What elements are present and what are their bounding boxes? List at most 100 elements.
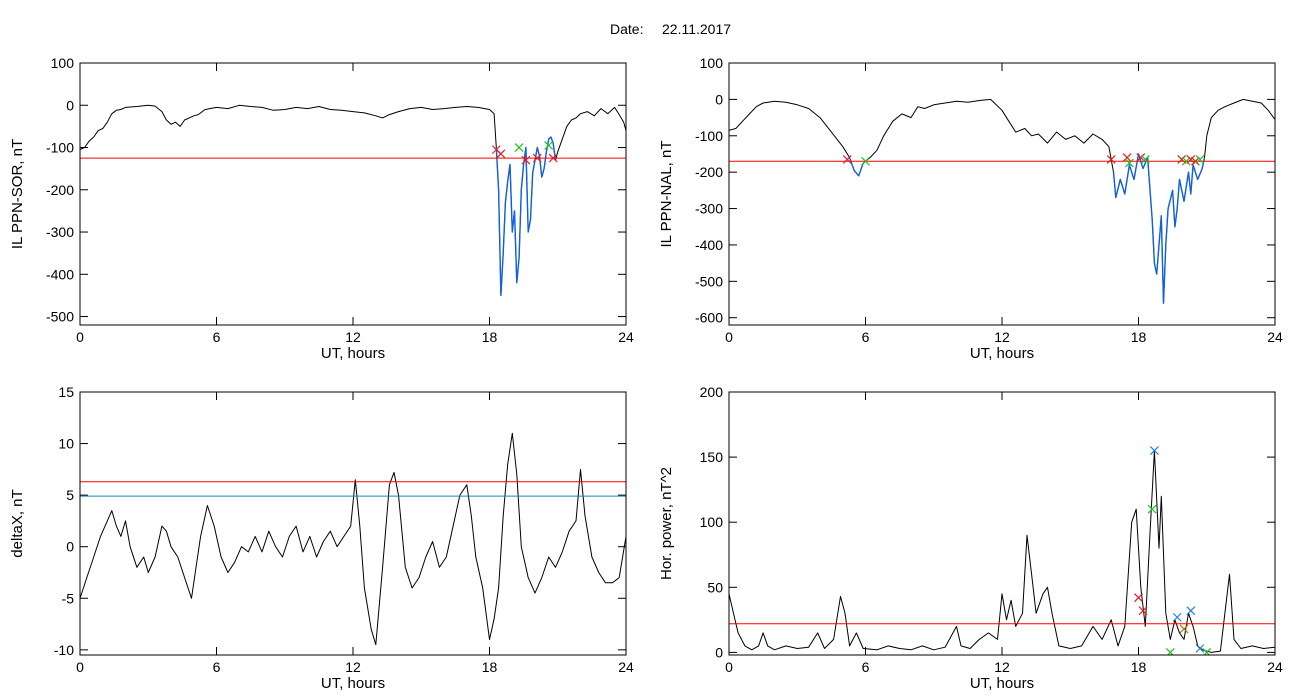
plot-area — [729, 446, 1275, 655]
event-marker — [1138, 606, 1148, 616]
plot-area — [80, 104, 626, 297]
x-tick-label: 12 — [994, 329, 1010, 345]
y-tick-label: -100 — [695, 128, 723, 144]
x-tick-label: 24 — [1267, 659, 1283, 675]
y-axis-label: deltaX, nT — [9, 489, 26, 557]
event-marker — [1172, 612, 1182, 622]
panel-power: 0 6 12 18 24 0 50 100 150 200 UT, hours Hor. power,… — [658, 384, 1283, 692]
x-axis-label: UT, hours — [970, 675, 1034, 692]
event-marker — [496, 149, 506, 159]
marker-stroke — [521, 155, 531, 165]
event-marker — [1186, 155, 1196, 164]
x-axis-label: UT, hours — [970, 345, 1034, 362]
event-marker — [1136, 153, 1146, 163]
y-tick-label: -600 — [695, 310, 723, 326]
marker-stroke — [1195, 644, 1205, 653]
event-marker — [861, 156, 870, 166]
marker-stroke — [1190, 156, 1200, 166]
chart-panels: 0 6 12 18 24 -500 -400 -300 -200 -100 0 100 UT, hour… — [9, 55, 1283, 692]
x-tick-label: 18 — [482, 659, 498, 675]
event-marker — [544, 140, 554, 150]
marker-stroke — [1106, 155, 1116, 164]
y-tick-label: 100 — [51, 55, 75, 71]
marker-stroke — [1203, 647, 1212, 655]
event-marker — [1165, 647, 1175, 655]
x-tick-label: 0 — [76, 329, 84, 345]
y-tick-label: 5 — [66, 487, 74, 503]
y-tick-label: 0 — [66, 97, 74, 113]
y-tick-label: 150 — [700, 449, 724, 465]
event-marker — [1177, 155, 1187, 164]
panel-deltax: 0 6 12 18 24 -10 -5 0 5 10 15 UT, hours deltaX, nT — [9, 384, 634, 692]
x-axis-label: UT, hours — [321, 675, 385, 692]
panel-sor: 0 6 12 18 24 -500 -400 -300 -200 -100 0 100 UT, hour… — [9, 55, 634, 362]
x-tick-label: 12 — [345, 659, 361, 675]
y-tick-label: -500 — [46, 309, 74, 325]
x-tick-label: 6 — [213, 659, 221, 675]
y-tick-label: -300 — [46, 224, 74, 240]
x-tick-label: 18 — [1131, 329, 1147, 345]
y-tick-label: -400 — [695, 237, 723, 253]
event-marker — [1147, 504, 1157, 514]
plot-area — [729, 98, 1275, 304]
marker-stroke — [532, 153, 542, 163]
event-marker — [1190, 156, 1200, 166]
y-tick-label: -200 — [46, 182, 74, 198]
event-marker — [1179, 624, 1189, 634]
marker-stroke — [1140, 155, 1150, 164]
x-tick-label: 0 — [725, 329, 733, 345]
marker-stroke — [1172, 612, 1182, 622]
series-line-event_blue — [848, 157, 864, 177]
y-tick-label: -200 — [695, 164, 723, 180]
x-tick-label: 12 — [994, 659, 1010, 675]
y-tick-label: 0 — [715, 644, 723, 660]
series-line-event_blue — [1112, 153, 1206, 304]
marker-stroke — [491, 145, 501, 155]
x-tick-label: 0 — [725, 659, 733, 675]
x-tick-label: 18 — [1131, 659, 1147, 675]
event-marker — [1134, 593, 1143, 603]
y-axis-label: IL PPN-SOR, nT — [9, 139, 26, 249]
plot-frame — [79, 391, 627, 656]
y-tick-label: 0 — [715, 91, 723, 107]
marker-stroke — [514, 143, 524, 152]
y-axis-label: Hor. power, nT^2 — [658, 467, 675, 580]
marker-stroke — [1179, 624, 1189, 634]
panel-nal: 0 6 12 18 24 -600 -500 -400 -300 -200 -100 0 100 UT, … — [658, 55, 1283, 362]
marker-stroke — [842, 155, 852, 164]
y-tick-label: -400 — [46, 266, 74, 282]
marker-stroke — [1122, 153, 1132, 163]
x-tick-label: 24 — [618, 659, 634, 675]
x-tick-label: 18 — [482, 329, 498, 345]
marker-stroke — [496, 149, 506, 159]
x-tick-label: 24 — [618, 329, 634, 345]
series-line-trace — [80, 104, 626, 296]
y-axis-label: IL PPN-NAL, nT — [658, 141, 675, 248]
y-tick-label: -100 — [46, 140, 74, 156]
event-marker — [1186, 606, 1196, 616]
series-line-trace — [729, 450, 1275, 653]
event-marker — [842, 155, 852, 164]
marker-stroke — [1124, 158, 1134, 168]
marker-stroke — [1136, 153, 1146, 163]
marker-stroke — [1186, 606, 1196, 616]
series-line-trace — [729, 98, 1275, 304]
event-marker — [1106, 155, 1116, 164]
plot-area — [80, 432, 626, 646]
plot-frame — [728, 62, 1276, 326]
x-tick-label: 24 — [1267, 329, 1283, 345]
date-label: Date: — [610, 21, 643, 37]
y-tick-label: 200 — [700, 384, 724, 400]
plot-frame — [79, 62, 627, 326]
marker-stroke — [1147, 504, 1157, 514]
event-marker — [1140, 155, 1150, 164]
marker-stroke — [1195, 155, 1205, 164]
event-marker — [548, 153, 558, 163]
event-marker — [1150, 446, 1159, 456]
x-tick-label: 6 — [862, 659, 870, 675]
y-tick-label: 100 — [700, 514, 724, 530]
plot-frame — [728, 391, 1276, 656]
y-tick-label: 50 — [707, 579, 723, 595]
marker-stroke — [861, 156, 870, 166]
event-marker — [1181, 156, 1191, 166]
